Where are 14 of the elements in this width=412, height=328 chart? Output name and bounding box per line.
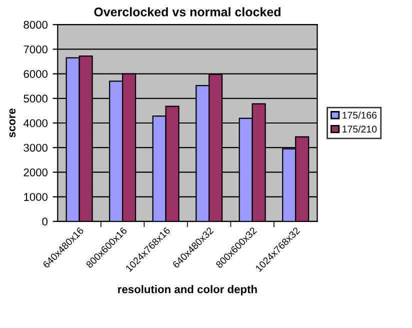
y-tick-label: 3000: [24, 144, 48, 152]
y-axis-title: score: [9, 108, 16, 138]
legend-label: 175/210: [342, 125, 377, 133]
y-tick-label: 1000: [24, 193, 48, 201]
legend-label: 175/166: [342, 112, 377, 119]
chart-title: Overclocked vs normal clocked: [94, 7, 280, 16]
y-tick-label: 7000: [24, 45, 48, 54]
y-tick-label: 8000: [24, 20, 48, 29]
y-tick-label: 4000: [24, 119, 48, 128]
y-tick-label: 0: [42, 218, 48, 226]
x-axis-title: resolution and color depth: [118, 285, 257, 296]
y-tick-label: 2000: [24, 168, 48, 176]
y-tick-label: 5000: [24, 94, 48, 103]
y-tick-label: 6000: [24, 70, 48, 78]
